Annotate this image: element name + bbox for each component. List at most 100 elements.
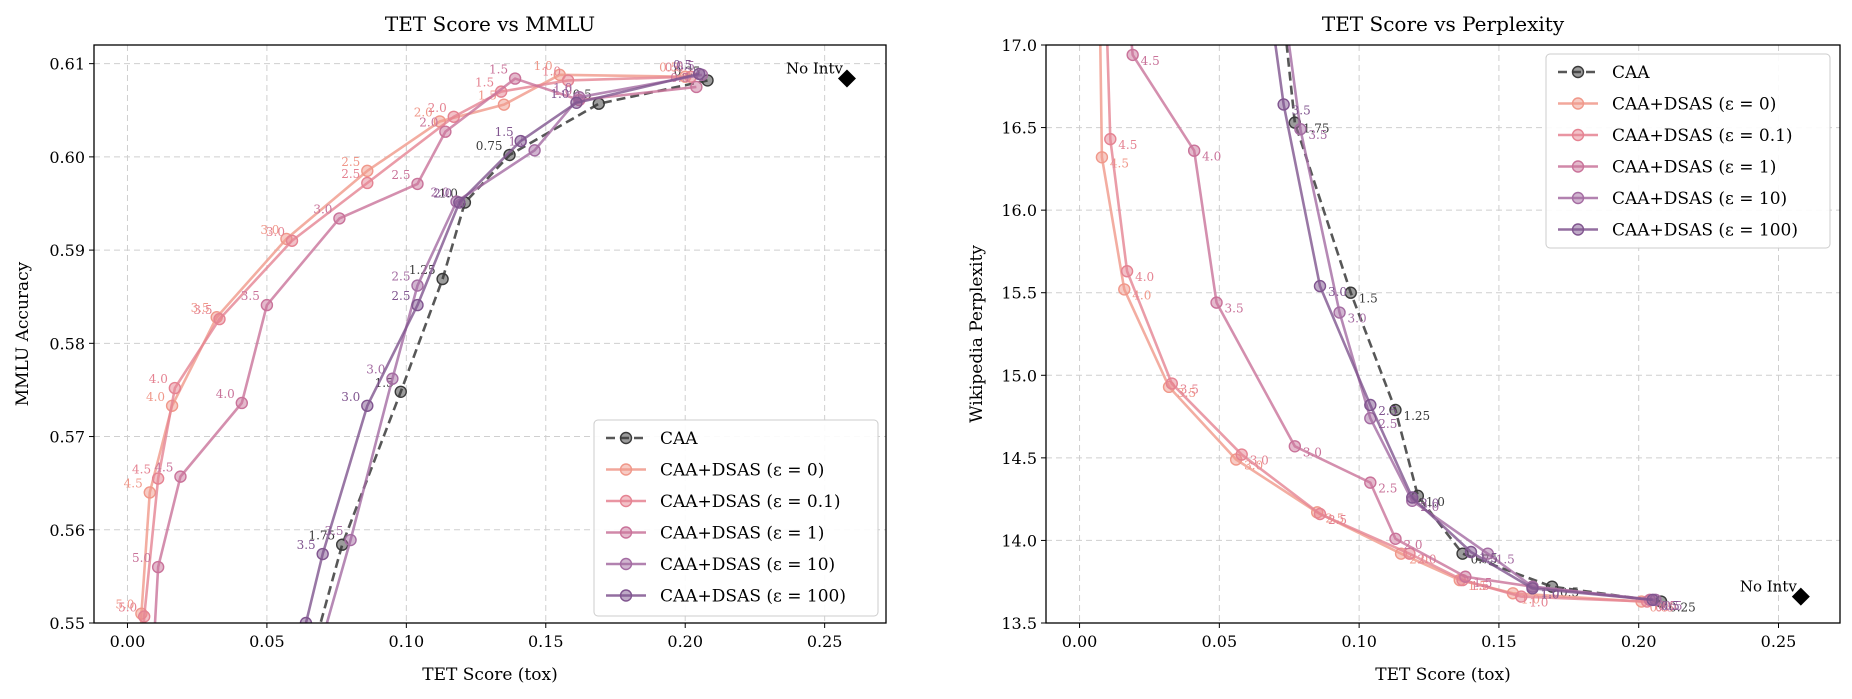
point-label: 3.5 [193,303,212,317]
point-label: 3.0 [1244,459,1263,473]
point-label: 5.0 [132,551,151,565]
point-label: 0.5 [1658,599,1677,613]
x-axis-label: TET Score (tox) [422,665,557,685]
data-point [494,85,508,98]
legend-swatch-marker [1571,191,1585,205]
point-label: 2.5 [391,270,410,284]
y-tick-label: 16.0 [1001,201,1037,220]
legend: CAA CAA+DSAS (ε = 0) CAA+DSAS (ε = 0.1) CAA… [593,419,879,617]
point-label: 3.0 [1303,445,1322,459]
legend-entry-label: CAA+DSAS (ε = 0) [660,461,824,481]
series-line [1287,45,1656,602]
point-label: 1.0 [553,81,572,95]
legend-swatch-marker [619,526,633,539]
data-point [174,470,187,483]
data-point [692,67,706,81]
point-label: 1.5 [478,89,497,103]
point-label: 4.5 [1141,54,1160,68]
data-point [411,279,424,292]
point-label: 3.0 [1348,312,1367,326]
point-label: 1.0 [550,87,569,101]
point-label: 3.0 [266,225,285,239]
legend-box [593,419,879,617]
x-tick-label: 0.20 [1621,632,1657,651]
data-point [137,610,151,623]
point-label: 4.5 [124,476,143,490]
legend-entry-label: CAA+DSAS (ε = 1) [660,524,824,544]
point-label: 0.5 [665,61,684,75]
data-point [299,616,313,623]
data-point [1288,440,1302,453]
point-label: 0.5 [1661,599,1680,613]
point-label: 1.5 [1496,553,1515,567]
legend-entry-label: CAA+DSAS (ε = 100) [660,587,846,607]
point-label: 1.25 [409,263,436,277]
plot-area: 0.250.50.751.01.251.51.750.51.01.52.02.5… [1095,45,1810,615]
point-label: 2.5 [391,168,410,182]
no-intervention-label: No Intv [786,60,844,78]
legend-entry-label: CAA+DSAS (ε = 0) [1612,95,1776,115]
data-point [447,110,460,123]
point-label: 2.5 [1378,417,1397,431]
data-point [570,96,583,110]
data-point [1294,123,1307,136]
data-point [1515,590,1528,603]
point-label: 0.25 [1669,601,1696,615]
legend-entry-label: CAA+DSAS (ε = 0.1) [1612,126,1793,146]
legend-entry-label: CAA+DSAS (ε = 10) [660,555,835,575]
data-point [316,547,329,561]
point-label: 3.5 [1225,302,1244,316]
perplexity-chart-panel: TET Score vs Perplexity 0.00 0.05 0.10 0.15… [967,12,1841,685]
data-point [1464,545,1478,559]
point-label: 2.0 [419,116,438,130]
point-label: 2.0 [428,101,447,115]
point-label: 0.5 [676,59,695,73]
point-label: 2.5 [1378,482,1397,496]
point-label: 1.5 [489,63,508,77]
point-label: 4.0 [146,390,165,404]
data-point [1187,144,1201,157]
data-point [514,134,527,148]
mmlu-chart-panel: TET Score vs MMLU 0.00 0.05 0.10 0.15 0.20 0.… [13,12,887,685]
data-point [168,381,182,395]
data-point [1406,491,1419,504]
x-tick-label: 0.15 [1481,632,1517,651]
data-point [553,68,566,82]
data-point [1120,265,1134,278]
x-tick-label: 0.25 [807,632,843,651]
point-label: 2.5 [341,155,360,169]
y-axis-label: Wikipedia Perplexity [967,245,987,423]
point-label: 1.0 [534,59,553,73]
series-line [1285,45,1662,603]
x-tick-label: 0.20 [667,632,703,651]
x-tick-label: 0.00 [110,632,146,651]
point-label: 2.5 [1378,404,1397,418]
point-label: 3.5 [241,289,260,303]
plot-area: 0.250.50.751.01.251.51.750.51.01.52.02.5… [115,58,856,623]
point-label: 3.5 [1292,103,1311,117]
legend-swatch-marker [619,463,633,476]
point-label: 4.0 [1135,270,1154,284]
legend-swatch-marker [619,494,633,508]
data-point [1364,476,1377,489]
point-label: 2.0 [1403,538,1422,552]
data-point [561,74,575,87]
data-point [333,212,346,225]
data-point [592,97,605,110]
x-tick-label: 0.10 [1341,632,1377,651]
legend-entry-label: CAA+DSAS (ε = 1) [1612,158,1776,178]
point-label: 4.0 [1202,150,1221,164]
axis-ticks: 0.00 0.05 0.10 0.15 0.20 0.25 0.55 0.56 0.57 0.58… [49,55,842,651]
point-label: 4.5 [154,461,173,475]
y-tick-label: 13.5 [1001,614,1037,633]
data-point [1277,98,1290,111]
y-tick-label: 15.5 [1001,284,1037,303]
point-label: 3.0 [313,202,332,216]
data-point [1389,532,1402,545]
data-point [361,164,374,178]
point-label: 2.0 [433,187,452,201]
y-tick-label: 17.0 [1001,36,1037,55]
data-point [503,148,516,162]
legend-entry-label: CAA+DSAS (ε = 0.1) [660,492,841,512]
